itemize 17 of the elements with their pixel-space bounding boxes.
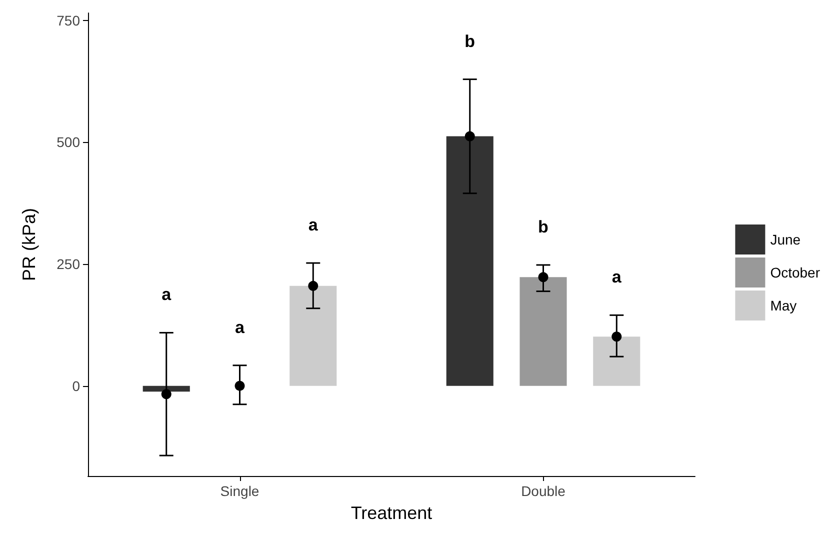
y-tick-label: 750 — [56, 12, 80, 28]
annotation: b — [538, 217, 548, 236]
y-tick-label: 0 — [72, 378, 80, 394]
legend-label: June — [770, 232, 801, 248]
y-axis-title: PR (kPa) — [19, 208, 39, 282]
annotation: a — [162, 285, 172, 304]
y-tick-label: 250 — [56, 256, 80, 272]
annotation: a — [612, 268, 622, 287]
x-axis-title: Treatment — [350, 503, 432, 523]
annotation: b — [464, 32, 476, 51]
x-tick-label: Single — [220, 483, 260, 499]
x-tick-label: Double — [521, 483, 566, 499]
annotation: a — [308, 216, 318, 235]
y-tick-label: 500 — [56, 134, 80, 150]
legend-label: May — [770, 298, 797, 314]
legend-label: October — [770, 264, 820, 280]
annotation: a — [235, 318, 246, 337]
